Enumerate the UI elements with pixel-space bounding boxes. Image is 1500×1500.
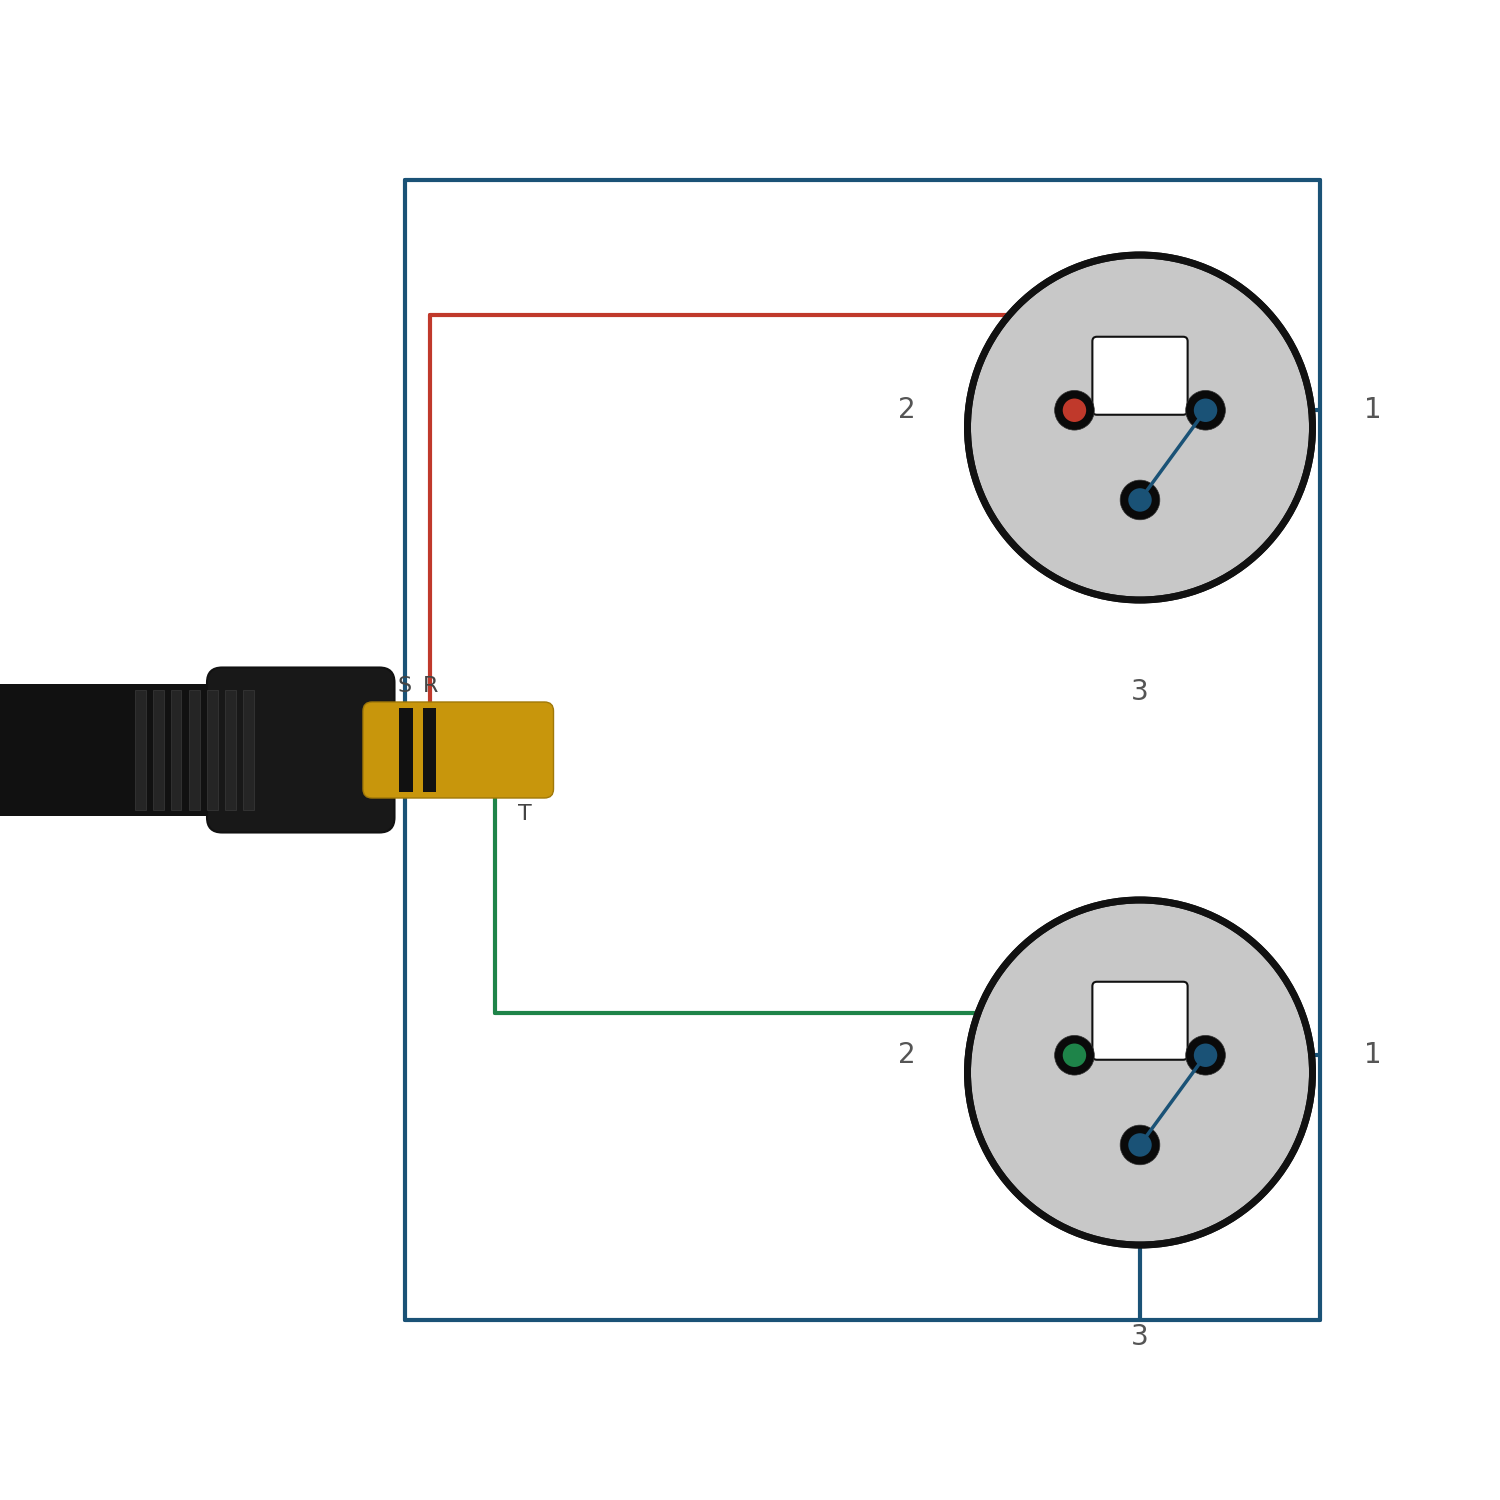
- Circle shape: [1120, 480, 1160, 520]
- Bar: [423, 708, 436, 792]
- Bar: [135, 690, 146, 810]
- Text: S: S: [398, 676, 412, 696]
- Circle shape: [1120, 1125, 1160, 1166]
- Text: 2: 2: [898, 396, 915, 424]
- Circle shape: [1185, 390, 1225, 430]
- Circle shape: [1062, 1044, 1086, 1066]
- Bar: [153, 690, 164, 810]
- Bar: [225, 690, 236, 810]
- FancyBboxPatch shape: [0, 684, 249, 816]
- Bar: [171, 690, 182, 810]
- Text: 3: 3: [1131, 678, 1149, 705]
- Circle shape: [1185, 1035, 1225, 1076]
- FancyBboxPatch shape: [363, 702, 554, 798]
- Bar: [243, 690, 254, 810]
- FancyBboxPatch shape: [1092, 338, 1188, 416]
- Circle shape: [968, 255, 1312, 600]
- Text: R: R: [423, 676, 438, 696]
- Text: 2: 2: [898, 1041, 915, 1070]
- Text: 1: 1: [1365, 1041, 1382, 1070]
- Circle shape: [968, 900, 1312, 1245]
- Bar: [399, 708, 412, 792]
- Bar: [207, 690, 218, 810]
- Circle shape: [1128, 488, 1152, 512]
- Circle shape: [1194, 399, 1218, 422]
- Text: 1: 1: [1365, 396, 1382, 424]
- Bar: [189, 690, 200, 810]
- Circle shape: [1054, 390, 1095, 430]
- FancyBboxPatch shape: [1092, 982, 1188, 1059]
- Circle shape: [1194, 1044, 1218, 1066]
- Text: 3: 3: [1131, 1323, 1149, 1350]
- Circle shape: [1062, 399, 1086, 422]
- FancyBboxPatch shape: [207, 668, 394, 832]
- Circle shape: [1054, 1035, 1095, 1076]
- Circle shape: [1128, 1132, 1152, 1156]
- Text: T: T: [518, 804, 532, 824]
